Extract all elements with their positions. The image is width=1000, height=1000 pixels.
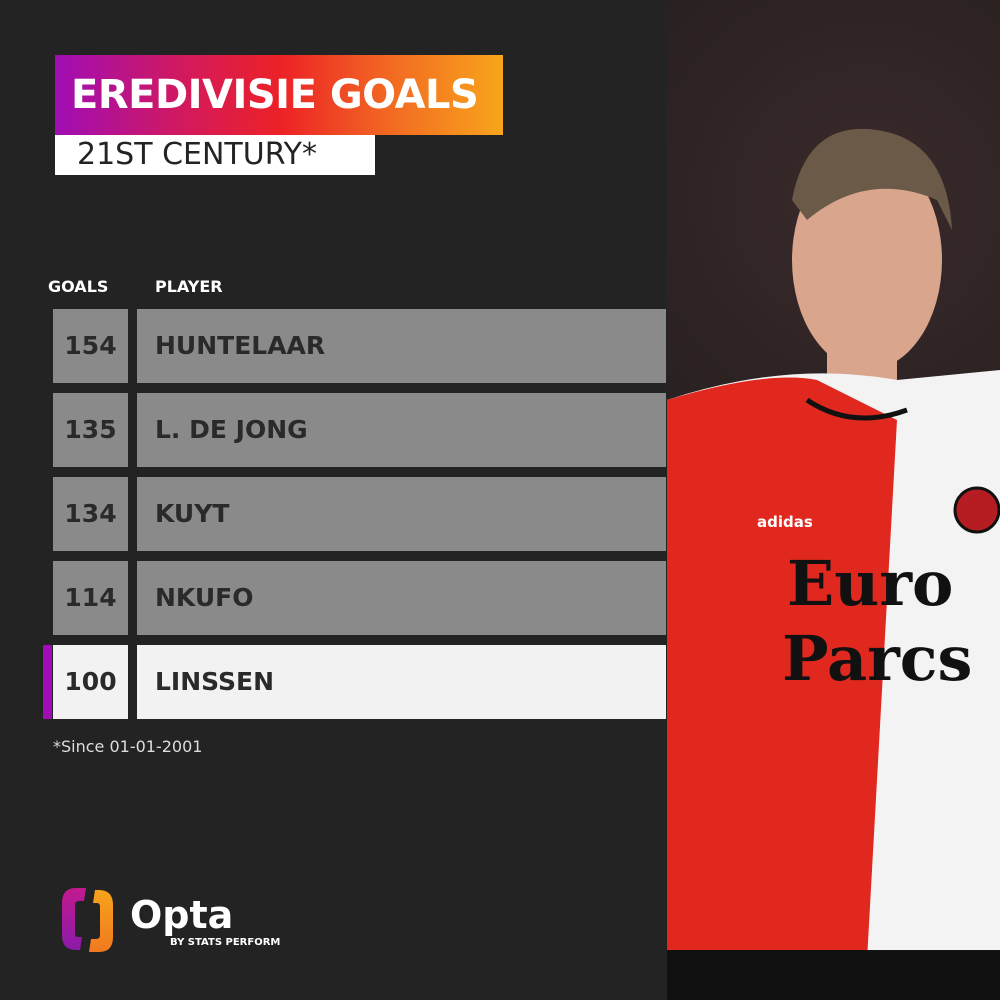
goals-cell: 154	[53, 309, 128, 383]
club-crest-icon	[953, 486, 1000, 534]
player-cell: LINSSEN	[137, 645, 666, 719]
player-cell: KUYT	[137, 477, 666, 551]
highlight-accent-bar	[43, 645, 52, 719]
player-cell: NKUFO	[137, 561, 666, 635]
player-photo: Euro Parcs adidas	[667, 0, 1000, 1000]
brand-name: Opta	[130, 893, 234, 937]
subtitle-banner: 21ST CENTURY*	[55, 135, 375, 175]
table-row-highlighted: 100 LINSSEN	[43, 645, 666, 719]
goals-cell: 135	[53, 393, 128, 467]
sponsor-text-1: Euro	[787, 547, 953, 620]
table-row: 134 KUYT	[53, 477, 666, 551]
goals-column-header: GOALS	[48, 277, 109, 296]
opta-logo-icon	[62, 888, 113, 952]
goals-cell: 100	[53, 645, 128, 719]
table-row: 154 HUNTELAAR	[53, 309, 666, 383]
kit-brand-text: adidas	[757, 513, 813, 531]
goals-cell: 134	[53, 477, 128, 551]
goals-cell: 114	[53, 561, 128, 635]
brand-tagline: BY STATS PERFORM	[170, 937, 281, 948]
sponsor-text-2: Parcs	[782, 622, 972, 695]
player-column-header: PLAYER	[155, 277, 223, 296]
footnote: *Since 01-01-2001	[53, 737, 203, 756]
table-row: 135 L. DE JONG	[53, 393, 666, 467]
player-illustration: Euro Parcs adidas	[667, 128, 1000, 1000]
player-cell: HUNTELAAR	[137, 309, 666, 383]
table-row: 114 NKUFO	[53, 561, 666, 635]
title-banner: EREDIVISIE GOALS	[55, 55, 503, 135]
player-cell: L. DE JONG	[137, 393, 666, 467]
